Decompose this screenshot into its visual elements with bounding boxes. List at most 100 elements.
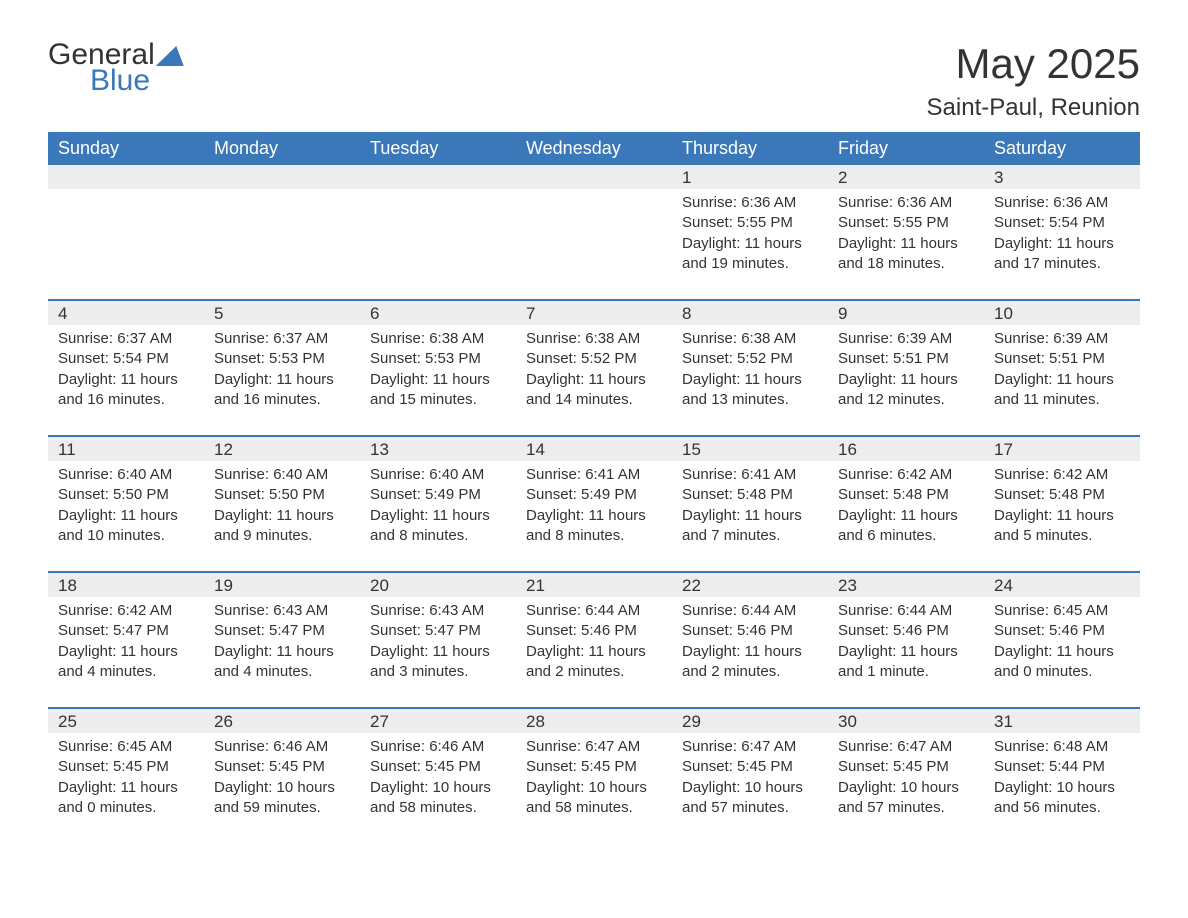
day-number bbox=[360, 165, 516, 189]
sunset-line: Sunset: 5:55 PM bbox=[838, 213, 974, 233]
sunrise-line: Sunrise: 6:46 AM bbox=[214, 737, 350, 757]
sunset-line: Sunset: 5:52 PM bbox=[526, 349, 662, 369]
sunset-line: Sunset: 5:50 PM bbox=[58, 485, 194, 505]
day-number bbox=[204, 165, 360, 189]
sunrise-line: Sunrise: 6:47 AM bbox=[838, 737, 974, 757]
day-number: 16 bbox=[828, 437, 984, 461]
month-title: May 2025 bbox=[927, 40, 1140, 88]
dow-cell: Wednesday bbox=[516, 132, 672, 165]
sunset-line: Sunset: 5:52 PM bbox=[682, 349, 818, 369]
day-cell: 13Sunrise: 6:40 AMSunset: 5:49 PMDayligh… bbox=[360, 437, 516, 553]
day-cell: 21Sunrise: 6:44 AMSunset: 5:46 PMDayligh… bbox=[516, 573, 672, 689]
sail-icon bbox=[155, 46, 189, 66]
day-body: Sunrise: 6:39 AMSunset: 5:51 PMDaylight:… bbox=[984, 325, 1140, 417]
day-cell: 14Sunrise: 6:41 AMSunset: 5:49 PMDayligh… bbox=[516, 437, 672, 553]
day-body: Sunrise: 6:44 AMSunset: 5:46 PMDaylight:… bbox=[516, 597, 672, 689]
daylight-line: Daylight: 11 hours and 2 minutes. bbox=[682, 642, 818, 683]
day-body: Sunrise: 6:43 AMSunset: 5:47 PMDaylight:… bbox=[204, 597, 360, 689]
sunset-line: Sunset: 5:45 PM bbox=[682, 757, 818, 777]
sunrise-line: Sunrise: 6:41 AM bbox=[526, 465, 662, 485]
day-cell: 20Sunrise: 6:43 AMSunset: 5:47 PMDayligh… bbox=[360, 573, 516, 689]
sunrise-line: Sunrise: 6:44 AM bbox=[526, 601, 662, 621]
daylight-line: Daylight: 10 hours and 56 minutes. bbox=[994, 778, 1130, 819]
day-body: Sunrise: 6:46 AMSunset: 5:45 PMDaylight:… bbox=[204, 733, 360, 825]
day-cell: 6Sunrise: 6:38 AMSunset: 5:53 PMDaylight… bbox=[360, 301, 516, 417]
week-row: 18Sunrise: 6:42 AMSunset: 5:47 PMDayligh… bbox=[48, 571, 1140, 689]
sunrise-line: Sunrise: 6:40 AM bbox=[58, 465, 194, 485]
sunrise-line: Sunrise: 6:44 AM bbox=[682, 601, 818, 621]
sunset-line: Sunset: 5:53 PM bbox=[214, 349, 350, 369]
sunset-line: Sunset: 5:46 PM bbox=[994, 621, 1130, 641]
week-row: 11 Sunrise: 6:40 AMSunset: 5:50 PM Dayligh… bbox=[48, 435, 1140, 553]
day-number: 29 bbox=[672, 709, 828, 733]
daylight-line: Daylight: 10 hours and 57 minutes. bbox=[682, 778, 818, 819]
day-body: Sunrise: 6:46 AMSunset: 5:45 PMDaylight:… bbox=[360, 733, 516, 825]
day-number: 11 bbox=[48, 437, 204, 461]
day-cell: 27Sunrise: 6:46 AMSunset: 5:45 PMDayligh… bbox=[360, 709, 516, 825]
day-cell: 9Sunrise: 6:39 AMSunset: 5:51 PMDaylight… bbox=[828, 301, 984, 417]
daylight-line: Daylight: 11 hours and 0 minutes. bbox=[58, 778, 194, 819]
daylight-line: Daylight: 11 hours and 15 minutes. bbox=[370, 370, 506, 411]
week-row: 25Sunrise: 6:45 AMSunset: 5:45 PMDayligh… bbox=[48, 707, 1140, 825]
day-number: 14 bbox=[516, 437, 672, 461]
daylight-line: Daylight: 11 hours and 1 minute. bbox=[838, 642, 974, 683]
daylight-line: Daylight: 11 hours and 2 minutes. bbox=[526, 642, 662, 683]
day-number: 2 bbox=[828, 165, 984, 189]
brand-part2: Blue bbox=[90, 66, 229, 96]
day-cell: 19Sunrise: 6:43 AMSunset: 5:47 PMDayligh… bbox=[204, 573, 360, 689]
day-number: 27 bbox=[360, 709, 516, 733]
week-row: 4Sunrise: 6:37 AMSunset: 5:54 PMDaylight… bbox=[48, 299, 1140, 417]
day-body: Sunrise: 6:42 AMSunset: 5:47 PMDaylight:… bbox=[48, 597, 204, 689]
daylight-line: Daylight: 11 hours and 5 minutes. bbox=[994, 506, 1130, 547]
day-number: 30 bbox=[828, 709, 984, 733]
daylight-line: Daylight: 11 hours and 16 minutes. bbox=[58, 370, 194, 411]
day-body: Sunrise: 6:47 AMSunset: 5:45 PMDaylight:… bbox=[672, 733, 828, 825]
calendar: SundayMondayTuesdayWednesdayThursdayFrid… bbox=[48, 132, 1140, 825]
sunset-line: Sunset: 5:54 PM bbox=[58, 349, 194, 369]
daylight-line: Daylight: 11 hours and 17 minutes. bbox=[994, 234, 1130, 275]
sunset-line: Sunset: 5:53 PM bbox=[370, 349, 506, 369]
daylight-line: Daylight: 10 hours and 57 minutes. bbox=[838, 778, 974, 819]
week-row: 1Sunrise: 6:36 AMSunset: 5:55 PMDaylight… bbox=[48, 165, 1140, 281]
day-body: Sunrise: 6:47 AMSunset: 5:45 PMDaylight:… bbox=[516, 733, 672, 825]
sunset-line: Sunset: 5:46 PM bbox=[526, 621, 662, 641]
sunrise-line: Sunrise: 6:37 AM bbox=[58, 329, 194, 349]
day-number: 3 bbox=[984, 165, 1140, 189]
day-number: 23 bbox=[828, 573, 984, 597]
day-number: 28 bbox=[516, 709, 672, 733]
sunset-line: Sunset: 5:51 PM bbox=[838, 349, 974, 369]
day-number bbox=[516, 165, 672, 189]
daylight-line: Daylight: 11 hours and 18 minutes. bbox=[838, 234, 974, 275]
day-cell: 28Sunrise: 6:47 AMSunset: 5:45 PMDayligh… bbox=[516, 709, 672, 825]
day-body: Sunrise: 6:48 AMSunset: 5:44 PMDaylight:… bbox=[984, 733, 1140, 825]
day-cell: 17Sunrise: 6:42 AMSunset: 5:48 PMDayligh… bbox=[984, 437, 1140, 553]
sunset-line: Sunset: 5:45 PM bbox=[838, 757, 974, 777]
day-body bbox=[204, 189, 360, 281]
sunset-line: Sunset: 5:49 PM bbox=[526, 485, 662, 505]
sunset-line: Sunset: 5:48 PM bbox=[838, 485, 974, 505]
sunrise-line: Sunrise: 6:47 AM bbox=[682, 737, 818, 757]
day-cell: 15Sunrise: 6:41 AMSunset: 5:48 PMDayligh… bbox=[672, 437, 828, 553]
day-body: Sunrise: 6:45 AMSunset: 5:45 PMDaylight:… bbox=[48, 733, 204, 825]
day-body: Sunrise: 6:38 AMSunset: 5:53 PMDaylight:… bbox=[360, 325, 516, 417]
day-body bbox=[48, 189, 204, 281]
daylight-line: Daylight: 10 hours and 58 minutes. bbox=[526, 778, 662, 819]
day-number: 24 bbox=[984, 573, 1140, 597]
sunset-line: Sunset: 5:54 PM bbox=[994, 213, 1130, 233]
sunrise-line: Sunrise: 6:42 AM bbox=[838, 465, 974, 485]
sunset-line: Sunset: 5:49 PM bbox=[370, 485, 506, 505]
day-number: 12 bbox=[204, 437, 360, 461]
day-number: 18 bbox=[48, 573, 204, 597]
location: Saint-Paul, Reunion bbox=[927, 94, 1140, 122]
sunset-line: Sunset: 5:47 PM bbox=[370, 621, 506, 641]
day-cell: 16Sunrise: 6:42 AMSunset: 5:48 PMDayligh… bbox=[828, 437, 984, 553]
dow-cell: Friday bbox=[828, 132, 984, 165]
dow-cell: Saturday bbox=[984, 132, 1140, 165]
day-cell: 22Sunrise: 6:44 AMSunset: 5:46 PMDayligh… bbox=[672, 573, 828, 689]
day-cell bbox=[204, 165, 360, 281]
daylight-line: Daylight: 11 hours and 9 minutes. bbox=[214, 506, 350, 547]
calendar-page: General Blue May 2025 Saint-Paul, Reunio… bbox=[0, 0, 1188, 855]
day-cell: 5Sunrise: 6:37 AMSunset: 5:53 PMDaylight… bbox=[204, 301, 360, 417]
day-cell: 10Sunrise: 6:39 AMSunset: 5:51 PMDayligh… bbox=[984, 301, 1140, 417]
day-cell: 2Sunrise: 6:36 AMSunset: 5:55 PMDaylight… bbox=[828, 165, 984, 281]
